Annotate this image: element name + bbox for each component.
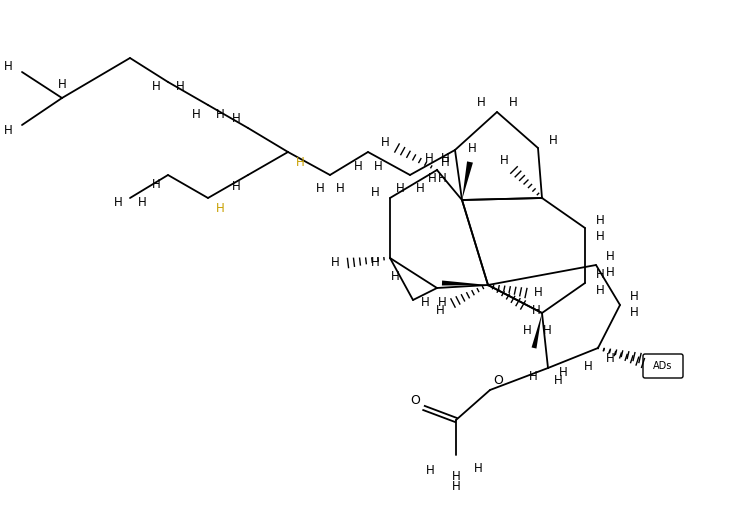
Text: H: H	[531, 304, 540, 316]
Text: H: H	[523, 324, 531, 338]
Text: H: H	[370, 187, 379, 199]
Text: H: H	[596, 230, 604, 242]
Text: H: H	[474, 462, 483, 476]
Text: H: H	[435, 304, 444, 316]
Text: H: H	[396, 183, 404, 196]
Text: H: H	[232, 112, 241, 124]
Text: H: H	[215, 202, 224, 214]
Text: H: H	[584, 360, 593, 372]
Text: H: H	[441, 156, 449, 169]
Polygon shape	[462, 161, 473, 200]
Text: H: H	[296, 156, 304, 169]
Text: H: H	[176, 80, 184, 94]
Text: H: H	[427, 171, 436, 185]
Text: H: H	[596, 214, 604, 226]
Text: H: H	[554, 373, 562, 387]
Text: H: H	[331, 257, 339, 269]
Text: O: O	[493, 373, 503, 387]
Text: H: H	[151, 178, 160, 191]
Text: H: H	[426, 464, 435, 478]
Text: H: H	[606, 351, 614, 364]
Text: H: H	[316, 183, 325, 196]
Polygon shape	[531, 313, 542, 349]
Text: H: H	[137, 196, 146, 209]
Text: H: H	[452, 470, 461, 484]
Text: H: H	[114, 196, 123, 209]
Text: H: H	[542, 324, 551, 338]
Text: H: H	[528, 369, 537, 382]
Text: H: H	[215, 108, 224, 122]
Text: H: H	[4, 123, 13, 136]
Text: H: H	[232, 180, 241, 194]
Text: H: H	[4, 60, 13, 74]
Text: H: H	[373, 160, 382, 172]
Text: H: H	[441, 151, 449, 165]
Text: H: H	[596, 269, 604, 281]
Text: H: H	[336, 183, 345, 196]
Text: H: H	[452, 480, 461, 494]
Text: H: H	[390, 269, 399, 282]
Text: H: H	[477, 96, 486, 108]
Text: H: H	[415, 183, 424, 196]
Text: H: H	[381, 135, 390, 149]
Text: H: H	[421, 296, 430, 308]
Text: H: H	[438, 296, 446, 308]
Text: H: H	[438, 171, 446, 185]
Text: H: H	[354, 160, 362, 172]
Text: O: O	[410, 394, 420, 406]
Text: H: H	[596, 285, 604, 297]
Text: H: H	[630, 306, 638, 320]
Text: H: H	[58, 78, 66, 90]
Text: H: H	[468, 141, 476, 154]
Text: H: H	[192, 108, 201, 122]
Text: H: H	[151, 80, 160, 94]
Text: H: H	[559, 367, 568, 379]
Text: H: H	[534, 287, 542, 299]
Text: H: H	[508, 96, 517, 108]
Text: H: H	[548, 133, 557, 147]
Text: ADs: ADs	[653, 361, 673, 371]
Polygon shape	[442, 280, 488, 286]
Text: H: H	[606, 251, 614, 263]
Text: H: H	[500, 153, 508, 167]
Text: H: H	[606, 267, 614, 279]
Text: H: H	[370, 257, 379, 269]
FancyBboxPatch shape	[643, 354, 683, 378]
Text: H: H	[630, 290, 638, 304]
Text: H: H	[424, 151, 433, 165]
